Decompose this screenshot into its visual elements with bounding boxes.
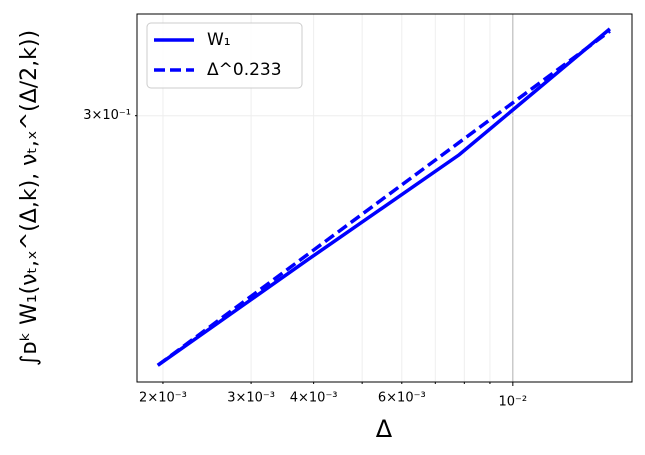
x-tick-label: 4×10⁻³ [290, 391, 338, 406]
line-series [156, 29, 611, 367]
x-tick-label: 6×10⁻³ [378, 391, 426, 406]
x-axis-label: Δ [376, 415, 393, 443]
x-tick-label: 10⁻² [499, 395, 528, 410]
legend-label: Δ^0.233 [207, 60, 282, 80]
x-tick-label: 2×10⁻³ [139, 391, 187, 406]
line-series [156, 27, 611, 367]
y-tick-label: 3×10⁻¹ [83, 108, 131, 123]
plot-frame [136, 13, 633, 383]
x-tick-label: 3×10⁻³ [227, 391, 275, 406]
legend-label: W₁ [207, 30, 231, 50]
y-axis-label: ∫ᴅᵏ W₁(νₜ,ₓ^(Δ,k), νₜ,ₓ^(Δ/2,k)) [17, 30, 42, 366]
